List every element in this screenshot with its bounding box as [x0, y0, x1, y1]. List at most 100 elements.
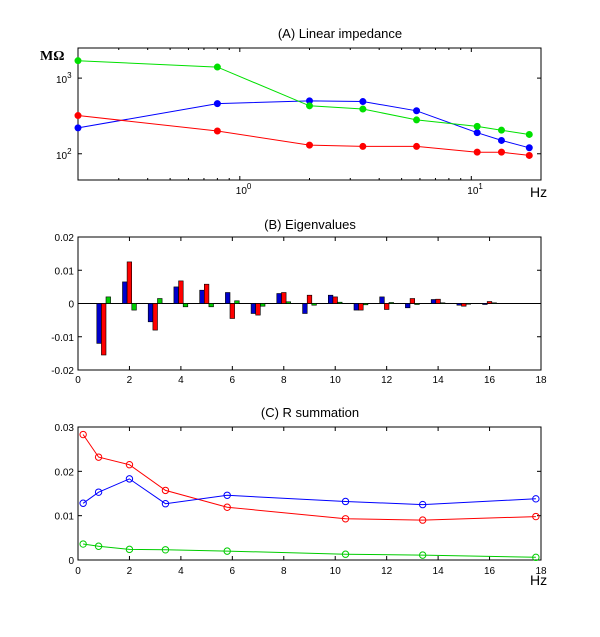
panel-b-bar-red [384, 303, 390, 310]
panel-b-bar-red [409, 298, 416, 304]
panel-b-bar-green [414, 303, 420, 305]
panel-c-point-blue [418, 500, 427, 509]
panel-b-bar-red [306, 294, 313, 304]
panel-a-point-blue [473, 129, 481, 137]
panel-a-point-red [74, 112, 82, 120]
panel-c-point-red [418, 516, 427, 524]
panel-a-point-red [413, 142, 421, 150]
panel-b-bar-blue [327, 294, 334, 304]
panel-b-bar-green [260, 303, 266, 307]
panel-a-series-line-blue [77, 100, 530, 149]
panel-b-title: (B) Eigenvalues [264, 217, 356, 232]
panel-b-x-tick-label: 4 [178, 375, 184, 386]
panel-c-point-red [341, 515, 350, 523]
panel-b-y-tick-label: 0.01 [55, 266, 75, 277]
panel-b-bar-blue [96, 303, 102, 344]
panel-b-bar-red [486, 301, 493, 304]
panel-c-x-unit: Hz [530, 572, 547, 588]
panel-c-x-tick-label: 4 [178, 566, 184, 577]
panel-b-x-tick-label: 10 [330, 375, 342, 386]
panel-a-point-red [497, 148, 505, 156]
panel-c-series-line-blue [82, 478, 536, 506]
panel-c-y-tick-label: 0.01 [55, 512, 75, 523]
panel-a-x-tick-label: 100 [236, 182, 252, 197]
panel-a-series-line-green [77, 60, 530, 135]
panel-b-x-tick-label: 6 [230, 375, 236, 386]
panel-b-bar-red [204, 283, 210, 304]
panel-b-bar-green [208, 303, 214, 308]
panel-a-frame [77, 47, 542, 181]
panel-c-point-blue [161, 499, 170, 508]
panel-b-y-tick-label: 0.02 [55, 233, 75, 244]
panel-b-x-tick-label: 8 [281, 375, 287, 386]
panel-b-y-tick-label: 0 [68, 300, 74, 311]
panel-a-y-tick-label: 102 [56, 147, 72, 162]
panel-b-bar-red [229, 303, 235, 319]
panel-a-point-blue [74, 124, 82, 132]
panel-b-bar-green [311, 303, 317, 306]
panel-b-bar-green [491, 302, 497, 304]
panel-b-bar-green [388, 302, 394, 304]
panel-a-point-blue [525, 144, 533, 152]
panel-b-bar-red [461, 303, 467, 307]
panel-c-point-blue [94, 488, 103, 496]
panel-b-bar-red [126, 261, 132, 304]
panel-a-point-red [213, 127, 221, 135]
panel-a-x-unit: Hz [530, 184, 547, 200]
panel-a-point-blue [497, 136, 505, 144]
panel-c-point-red [161, 486, 170, 495]
panel-b-x-tick-label: 12 [381, 375, 393, 386]
panel-a-point-green [74, 57, 82, 65]
panel-b-bar-green [157, 298, 163, 304]
panel-c-x-tick-label: 18 [535, 566, 547, 577]
panel-a-y-unit: MΩ [40, 49, 64, 64]
panel-c-point-red [532, 512, 540, 521]
panel-a-x-tick-label: 101 [467, 182, 483, 197]
panel-c-point-red [125, 460, 134, 469]
panel-b-bar-green [105, 296, 111, 304]
panel-c-point-red [223, 503, 231, 511]
panel-b-bar-blue [302, 303, 308, 314]
panel-c-y-tick-label: 0 [68, 556, 74, 567]
panel-a-point-green [497, 126, 505, 134]
panel-c-point-blue [79, 499, 87, 507]
panel-c-point-blue [125, 475, 134, 483]
panel-b-x-tick-label: 16 [484, 375, 496, 386]
panel-c-series-line-red [82, 434, 536, 521]
panel-a-point-green [306, 102, 313, 110]
panel-c-point-green [532, 553, 540, 562]
panel-r-summation: (C) R summation Hz 0 2 4 6 8 10 12 14 16 18 0 0.01 0… [55, 405, 548, 588]
panel-a-point-red [473, 148, 481, 156]
panel-b-x-tick-label: 18 [535, 375, 547, 386]
panel-eigenvalues: (B) Eigenvalues 0 2 4 6 8 10 12 14 16 18 -0.02 -0.0… [51, 217, 547, 386]
panel-a-series-line-red [77, 115, 530, 156]
panel-b-bar-blue [250, 303, 257, 314]
panel-b-bar-blue [482, 303, 488, 305]
panel-a-x-tick-exponent: 1 [478, 182, 483, 191]
panel-a-point-green [525, 130, 533, 138]
panel-a-y-tick-exponent: 2 [67, 147, 72, 156]
panel-a-point-green [359, 105, 367, 113]
panel-b-bar-green [182, 303, 189, 308]
panel-b-bar-green [440, 302, 446, 304]
panel-c-x-tick-label: 10 [330, 566, 342, 577]
panel-b-bar-blue [353, 303, 359, 311]
panel-a-point-green [413, 116, 421, 124]
panel-b-bar-blue [225, 292, 231, 304]
panel-b-bar-red [358, 303, 364, 311]
panel-a-point-green [213, 63, 221, 71]
panel-b-bar-red [435, 298, 441, 304]
panel-a-y-tick-label: 103 [56, 71, 72, 86]
panel-b-bar-blue [276, 293, 282, 304]
panel-a-title: (A) Linear impedance [278, 26, 402, 41]
panel-b-x-tick-label: 14 [433, 375, 445, 386]
panel-b-bar-green [131, 303, 137, 311]
panel-b-x-tick-label: 0 [75, 375, 81, 386]
panel-a-x-tick-exponent: 0 [247, 182, 252, 191]
panel-a-point-blue [213, 100, 221, 108]
panel-b-bar-green [465, 303, 472, 305]
panel-b-bar-blue [405, 303, 411, 309]
panel-b-bar-blue [147, 303, 154, 323]
panel-c-point-blue [341, 497, 350, 506]
